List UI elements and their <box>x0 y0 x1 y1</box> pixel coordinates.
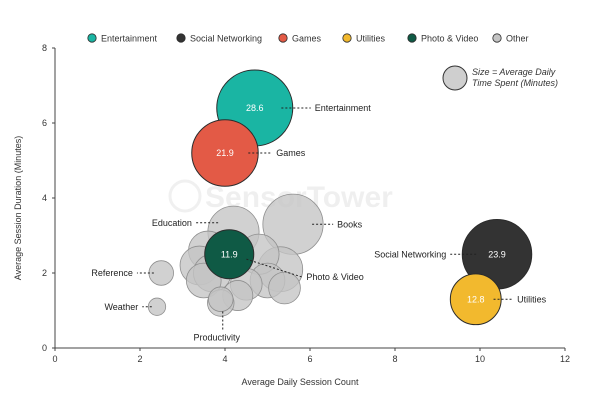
x-tick-label: 0 <box>52 354 57 364</box>
bubble-utilities[interactable] <box>449 273 502 326</box>
annotation-weather: Weather <box>104 302 138 312</box>
legend-marker-other <box>492 33 502 43</box>
bubble-value-label: 11.9 <box>221 249 238 259</box>
watermark-logo-icon <box>168 179 202 213</box>
size-note-bubble-icon <box>442 65 468 91</box>
legend-marker-photo-video <box>407 33 417 43</box>
bubble-value-label: 21.9 <box>216 148 234 158</box>
bubble-productivity[interactable] <box>208 286 234 312</box>
bubble-value-label: 12.8 <box>467 294 485 304</box>
annotation-entertainment: Entertainment <box>315 103 372 113</box>
legend-label-games: Games <box>292 34 322 44</box>
x-tick-label: 10 <box>475 354 485 364</box>
x-tick-label: 8 <box>392 354 397 364</box>
bubble-value-label: 23.9 <box>488 249 506 259</box>
x-tick-label: 4 <box>222 354 227 364</box>
legend-label-utilities: Utilities <box>356 34 386 44</box>
legend-marker-social-networking <box>176 33 186 43</box>
bubble-weather[interactable] <box>147 297 167 316</box>
x-tick-label: 6 <box>307 354 312 364</box>
x-tick-label: 12 <box>560 354 570 364</box>
bubble-photo-video[interactable] <box>204 229 255 280</box>
annotation-education: Education <box>152 218 192 228</box>
leader-line-photo-video <box>246 258 303 278</box>
annotation-games: Games <box>276 148 306 158</box>
x-tick-label: 2 <box>137 354 142 364</box>
legend-marker-games <box>278 33 288 43</box>
annotation-social-networking: Social Networking <box>374 249 446 259</box>
bubble-value-label: 28.6 <box>246 103 264 113</box>
legend-marker-entertainment <box>87 33 97 43</box>
annotation-photo-video: Photo & Video <box>306 272 363 282</box>
annotation-utilities: Utilities <box>517 294 547 304</box>
y-tick-label: 2 <box>42 268 47 278</box>
legend-label-other: Other <box>506 34 529 44</box>
legend-label-social-networking: Social Networking <box>190 34 262 44</box>
y-tick-label: 6 <box>42 118 47 128</box>
y-tick-label: 0 <box>42 343 47 353</box>
size-note-line-2: Time Spent (Minutes) <box>472 78 558 88</box>
legend-label-photo-video: Photo & Video <box>421 34 478 44</box>
x-axis-title: Average Daily Session Count <box>242 377 359 387</box>
annotation-reference: Reference <box>91 268 133 278</box>
y-axis-title: Average Session Duration (Minutes) <box>13 136 23 280</box>
size-note-line-1: Size = Average Daily <box>472 67 556 77</box>
annotation-books: Books <box>337 219 363 229</box>
y-tick-label: 4 <box>42 193 47 203</box>
y-tick-label: 8 <box>42 43 47 53</box>
bubble-other[interactable] <box>268 271 301 305</box>
legend-marker-utilities <box>342 33 352 43</box>
legend-label-entertainment: Entertainment <box>101 34 158 44</box>
annotation-productivity: Productivity <box>193 333 240 343</box>
